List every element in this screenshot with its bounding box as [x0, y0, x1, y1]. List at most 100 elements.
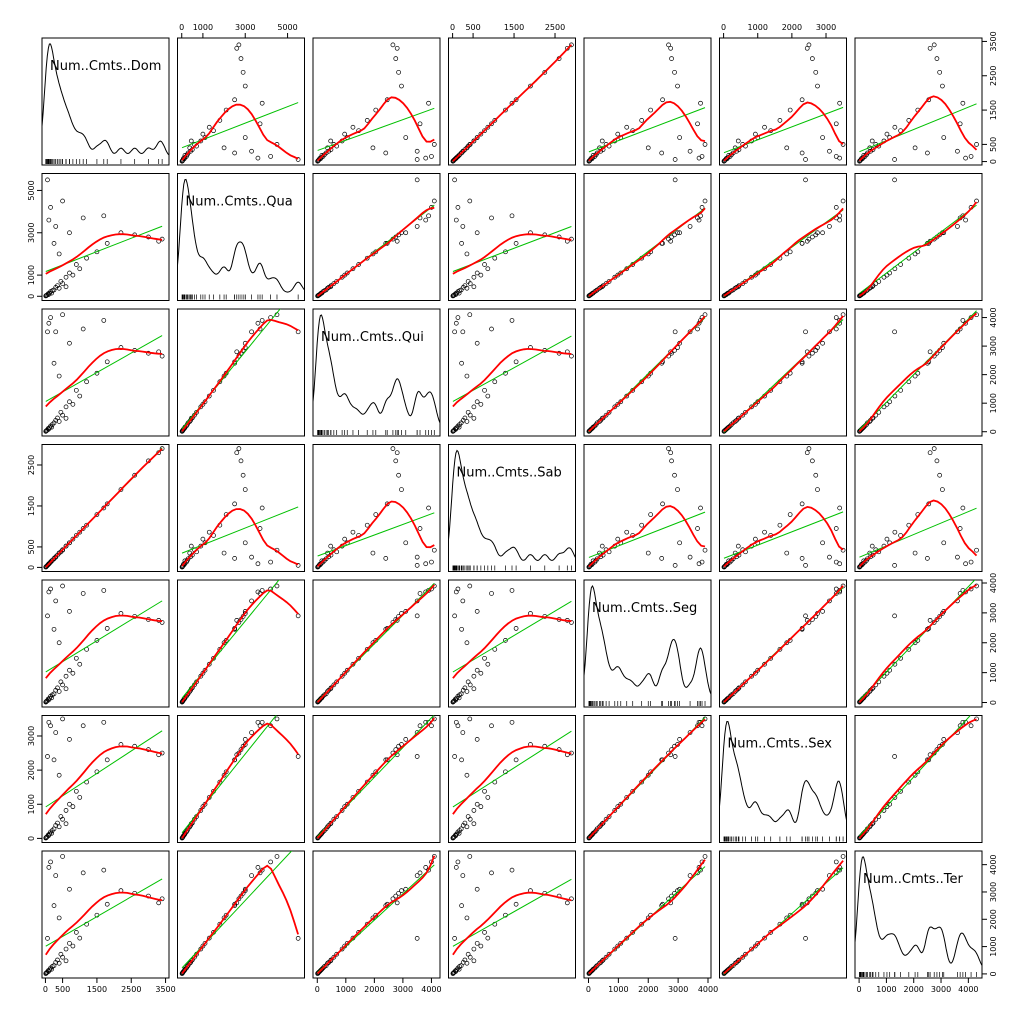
- point: [768, 655, 774, 661]
- point: [660, 97, 665, 103]
- point: [752, 131, 758, 137]
- point: [56, 960, 62, 966]
- point: [677, 135, 682, 140]
- point: [955, 224, 960, 229]
- point: [820, 340, 825, 346]
- point: [423, 155, 429, 161]
- y-tick-label: 3000: [27, 726, 36, 746]
- point: [615, 131, 621, 137]
- point: [467, 682, 473, 688]
- panel-frame: [719, 444, 847, 572]
- x-tick-label: 2000: [904, 985, 924, 994]
- point: [396, 890, 401, 896]
- point: [200, 804, 206, 810]
- point: [431, 854, 437, 859]
- point: [181, 833, 186, 839]
- point: [624, 124, 630, 130]
- point: [423, 865, 429, 870]
- smooth-fit: [588, 859, 706, 975]
- point: [513, 97, 519, 103]
- point: [232, 556, 237, 561]
- smooth-fit: [858, 201, 978, 297]
- point: [803, 177, 808, 183]
- point: [238, 56, 244, 61]
- point: [784, 550, 790, 556]
- point: [833, 154, 839, 159]
- point: [471, 946, 477, 952]
- point: [513, 757, 519, 763]
- point: [259, 505, 265, 511]
- point: [46, 833, 51, 839]
- point: [455, 315, 461, 320]
- point: [827, 148, 832, 154]
- variable-label: Num..Cmts..Seg: [592, 601, 697, 616]
- point: [721, 158, 727, 164]
- lm-fit: [181, 102, 299, 149]
- point: [55, 820, 60, 826]
- point: [672, 754, 678, 759]
- point: [67, 801, 72, 807]
- point: [342, 670, 348, 676]
- point: [799, 556, 805, 561]
- point: [865, 420, 870, 426]
- variable-label: Num..Cmts..Dom: [50, 59, 161, 74]
- variable-label: Num..Cmts..Sab: [457, 466, 562, 481]
- panel-frame: [177, 579, 305, 708]
- point: [803, 157, 808, 162]
- point: [677, 540, 682, 546]
- point: [393, 458, 399, 464]
- x-tick-label: 3000: [816, 23, 836, 32]
- point: [803, 936, 808, 941]
- x-tick-label: 3000: [931, 985, 951, 994]
- point: [104, 626, 110, 631]
- point: [350, 266, 356, 272]
- point: [462, 685, 468, 691]
- point: [687, 224, 693, 229]
- x-tick-label: 500: [465, 23, 480, 32]
- point: [859, 156, 864, 161]
- point: [221, 550, 227, 556]
- point: [810, 458, 815, 464]
- point: [417, 526, 423, 531]
- point: [960, 505, 966, 511]
- lm-fit: [45, 878, 163, 947]
- point: [221, 772, 227, 778]
- point: [370, 251, 376, 257]
- lm-fit: [859, 103, 977, 153]
- point: [833, 326, 839, 332]
- point: [320, 829, 326, 835]
- x-tick-label: 0: [315, 985, 320, 994]
- smooth-fit: [452, 44, 573, 162]
- point: [459, 757, 464, 763]
- smooth-fit: [317, 206, 435, 297]
- point: [452, 613, 457, 619]
- y-tick-label: 0: [989, 971, 998, 976]
- point: [242, 135, 248, 140]
- lm-fit: [45, 600, 163, 673]
- point: [232, 501, 237, 507]
- point: [364, 522, 370, 528]
- point: [787, 107, 793, 113]
- point: [67, 340, 72, 346]
- point: [456, 966, 462, 972]
- smooth-fit: [588, 315, 706, 432]
- point: [56, 419, 62, 424]
- point: [471, 686, 477, 692]
- point: [182, 695, 188, 701]
- point: [467, 281, 473, 286]
- point: [373, 769, 379, 775]
- point: [730, 556, 736, 562]
- point: [43, 564, 49, 570]
- point: [458, 826, 464, 832]
- point: [837, 867, 843, 873]
- point: [67, 230, 72, 236]
- point: [615, 804, 621, 810]
- point: [698, 505, 703, 511]
- point: [695, 326, 700, 332]
- point: [485, 393, 491, 399]
- point: [503, 638, 508, 643]
- point: [639, 779, 645, 785]
- x-tick-label: 1500: [87, 985, 107, 994]
- point: [867, 550, 873, 556]
- point: [603, 412, 609, 418]
